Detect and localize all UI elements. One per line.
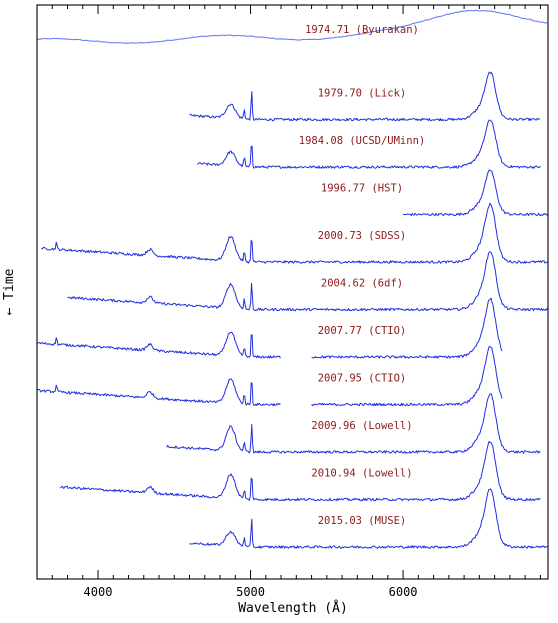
spectrum-line bbox=[67, 251, 549, 312]
spectrum-line bbox=[402, 169, 549, 217]
spectrum-line bbox=[41, 202, 548, 264]
spectrum-series bbox=[36, 297, 503, 359]
spectrum-line bbox=[166, 393, 541, 454]
spectrum-line bbox=[197, 119, 541, 169]
spectrum-series bbox=[189, 488, 548, 549]
x-tick-label: 5000 bbox=[236, 585, 265, 599]
series-label: 2007.77 (CTIO) bbox=[318, 325, 407, 337]
series-label: 2000.73 (SDSS) bbox=[318, 230, 407, 242]
spectrum-series bbox=[36, 346, 503, 407]
x-tick-label: 4000 bbox=[84, 585, 113, 599]
spectrum-series bbox=[36, 9, 548, 44]
series-label: 2004.62 (6df) bbox=[321, 278, 403, 290]
spectrum-series bbox=[59, 440, 541, 502]
series-label: 2007.95 (CTIO) bbox=[318, 373, 407, 385]
series-label: 2009.96 (Lowell) bbox=[311, 420, 412, 432]
spectrum-series bbox=[166, 393, 541, 454]
spectrum-line bbox=[189, 71, 541, 122]
spectrum-series bbox=[189, 71, 541, 122]
x-tick-label: 6000 bbox=[389, 585, 418, 599]
spectrum-series bbox=[197, 119, 541, 169]
spectrum-line bbox=[36, 9, 548, 44]
spectrum-line bbox=[36, 331, 281, 359]
spectrum-line bbox=[311, 346, 503, 407]
series-label: 2010.94 (Lowell) bbox=[311, 468, 412, 480]
y-axis-label: ← Time bbox=[2, 268, 17, 315]
series-label: 1984.08 (UCSD/UMinn) bbox=[299, 135, 425, 147]
spectrum-series bbox=[402, 169, 549, 217]
series-label: 1979.70 (Lick) bbox=[318, 88, 407, 100]
spectrum-line bbox=[36, 378, 281, 407]
spectrum-line bbox=[59, 440, 541, 502]
x-axis-ticks: 4000 5000 6000 bbox=[51, 5, 541, 599]
series-label: 1996.77 (HST) bbox=[321, 183, 403, 195]
spectrum-line bbox=[189, 488, 548, 549]
spectrum-series bbox=[41, 202, 548, 264]
plot-frame bbox=[36, 4, 549, 580]
series-label: 2015.03 (MUSE) bbox=[318, 515, 407, 527]
series-label: 1974.71 (Byurakan) bbox=[305, 24, 419, 36]
x-axis-label: Wavelength (Å) bbox=[238, 600, 348, 616]
spectrum-line bbox=[311, 297, 503, 359]
spectrum-series bbox=[67, 251, 549, 312]
